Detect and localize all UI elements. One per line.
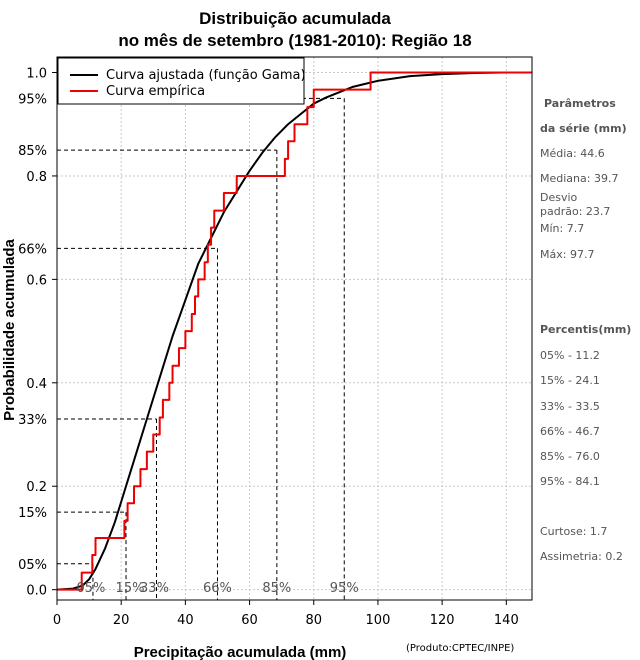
series-layer [56, 71, 532, 591]
percentil-66: 66% - 46.7 [540, 425, 600, 438]
x-percentile-label: 95% [330, 581, 359, 596]
y-tick-label: 0.2 [26, 480, 47, 495]
percentil-33: 33% - 33.5 [540, 400, 600, 413]
x-tick-label: 100 [366, 613, 391, 628]
legend: Curva ajustada (função Gama) Curva empír… [57, 57, 306, 105]
legend-box [57, 57, 305, 105]
product-credit: (Produto:CPTEC/INPE) [406, 643, 514, 654]
x-tick-label: 20 [113, 613, 130, 628]
y-tick-label: 0.6 [26, 273, 47, 288]
skewness: Assimetria: 0.2 [540, 550, 623, 563]
percentil-95: 95% - 84.1 [540, 475, 600, 488]
x-percentile-label: 66% [203, 581, 232, 596]
percentil-85: 85% - 76.0 [540, 450, 600, 463]
y-percentile-label: 15% [18, 506, 47, 521]
param-max: Máx: 97.7 [540, 248, 594, 261]
param-stddev-line-1: Desvio [540, 191, 578, 204]
percentil-05: 05% - 11.2 [540, 349, 600, 362]
fitted-gamma-line [56, 71, 532, 591]
legend-label-fitted: Curva ajustada (função Gama) [106, 68, 306, 83]
x-percentile-label: 85% [262, 581, 291, 596]
empirical-cdf-line [57, 71, 532, 591]
kurtosis: Curtose: 1.7 [540, 525, 607, 538]
y-tick-label: 0.4 [26, 377, 47, 392]
x-percentile-label: 33% [140, 581, 169, 596]
x-tick-label: 60 [241, 613, 258, 628]
percentil-15: 15% - 24.1 [540, 374, 600, 387]
params-title-line-2: da série (mm) [540, 122, 627, 135]
y-axis-label: Probabilidade acumulada [1, 238, 18, 420]
x-tick-label: 0 [53, 613, 61, 628]
x-percentile-label: 15% [116, 581, 145, 596]
percentile-guides [57, 97, 345, 600]
x-tick-label: 80 [305, 613, 322, 628]
y-tick-label: 0.0 [26, 584, 47, 599]
param-stddev-line-2: padrão: 23.7 [540, 205, 610, 218]
percentile-labels: 05%05%15%15%33%33%66%66%85%85%95%95% [18, 92, 359, 596]
chart-title-line-1: Distribuição acumulada [199, 9, 391, 28]
axes: 0 20 40 60 80 100 120 140 0.0 0.2 0.4 0.6 0.8 1.0 [26, 67, 518, 628]
param-median: Mediana: 39.7 [540, 172, 618, 185]
x-tick-label: 140 [494, 613, 519, 628]
x-tick-label: 40 [177, 613, 194, 628]
x-tick-label: 120 [430, 613, 455, 628]
chart-title-line-2: no mês de setembro (1981-2010): Região 1… [118, 31, 471, 50]
x-percentile-label: 05% [76, 581, 105, 596]
param-mean: Média: 44.6 [540, 147, 605, 160]
params-title-line-1: Parâmetros [544, 97, 616, 110]
y-percentile-label: 66% [18, 242, 47, 257]
y-tick-label: 1.0 [26, 67, 47, 82]
y-percentile-label: 95% [18, 92, 47, 107]
percentis-title: Percentis(mm) [540, 323, 631, 336]
y-percentile-label: 05% [18, 558, 47, 573]
y-percentile-label: 85% [18, 144, 47, 159]
y-percentile-label: 33% [18, 413, 47, 428]
x-axis-label: Precipitação acumulada (mm) [134, 644, 347, 660]
plot-frame [56, 56, 533, 601]
param-min: Mín: 7.7 [540, 222, 584, 235]
legend-label-empirical: Curva empírica [106, 84, 205, 99]
side-panel: Parâmetros da série (mm) Média: 44.6 Med… [540, 97, 631, 563]
y-tick-label: 0.8 [26, 170, 47, 185]
